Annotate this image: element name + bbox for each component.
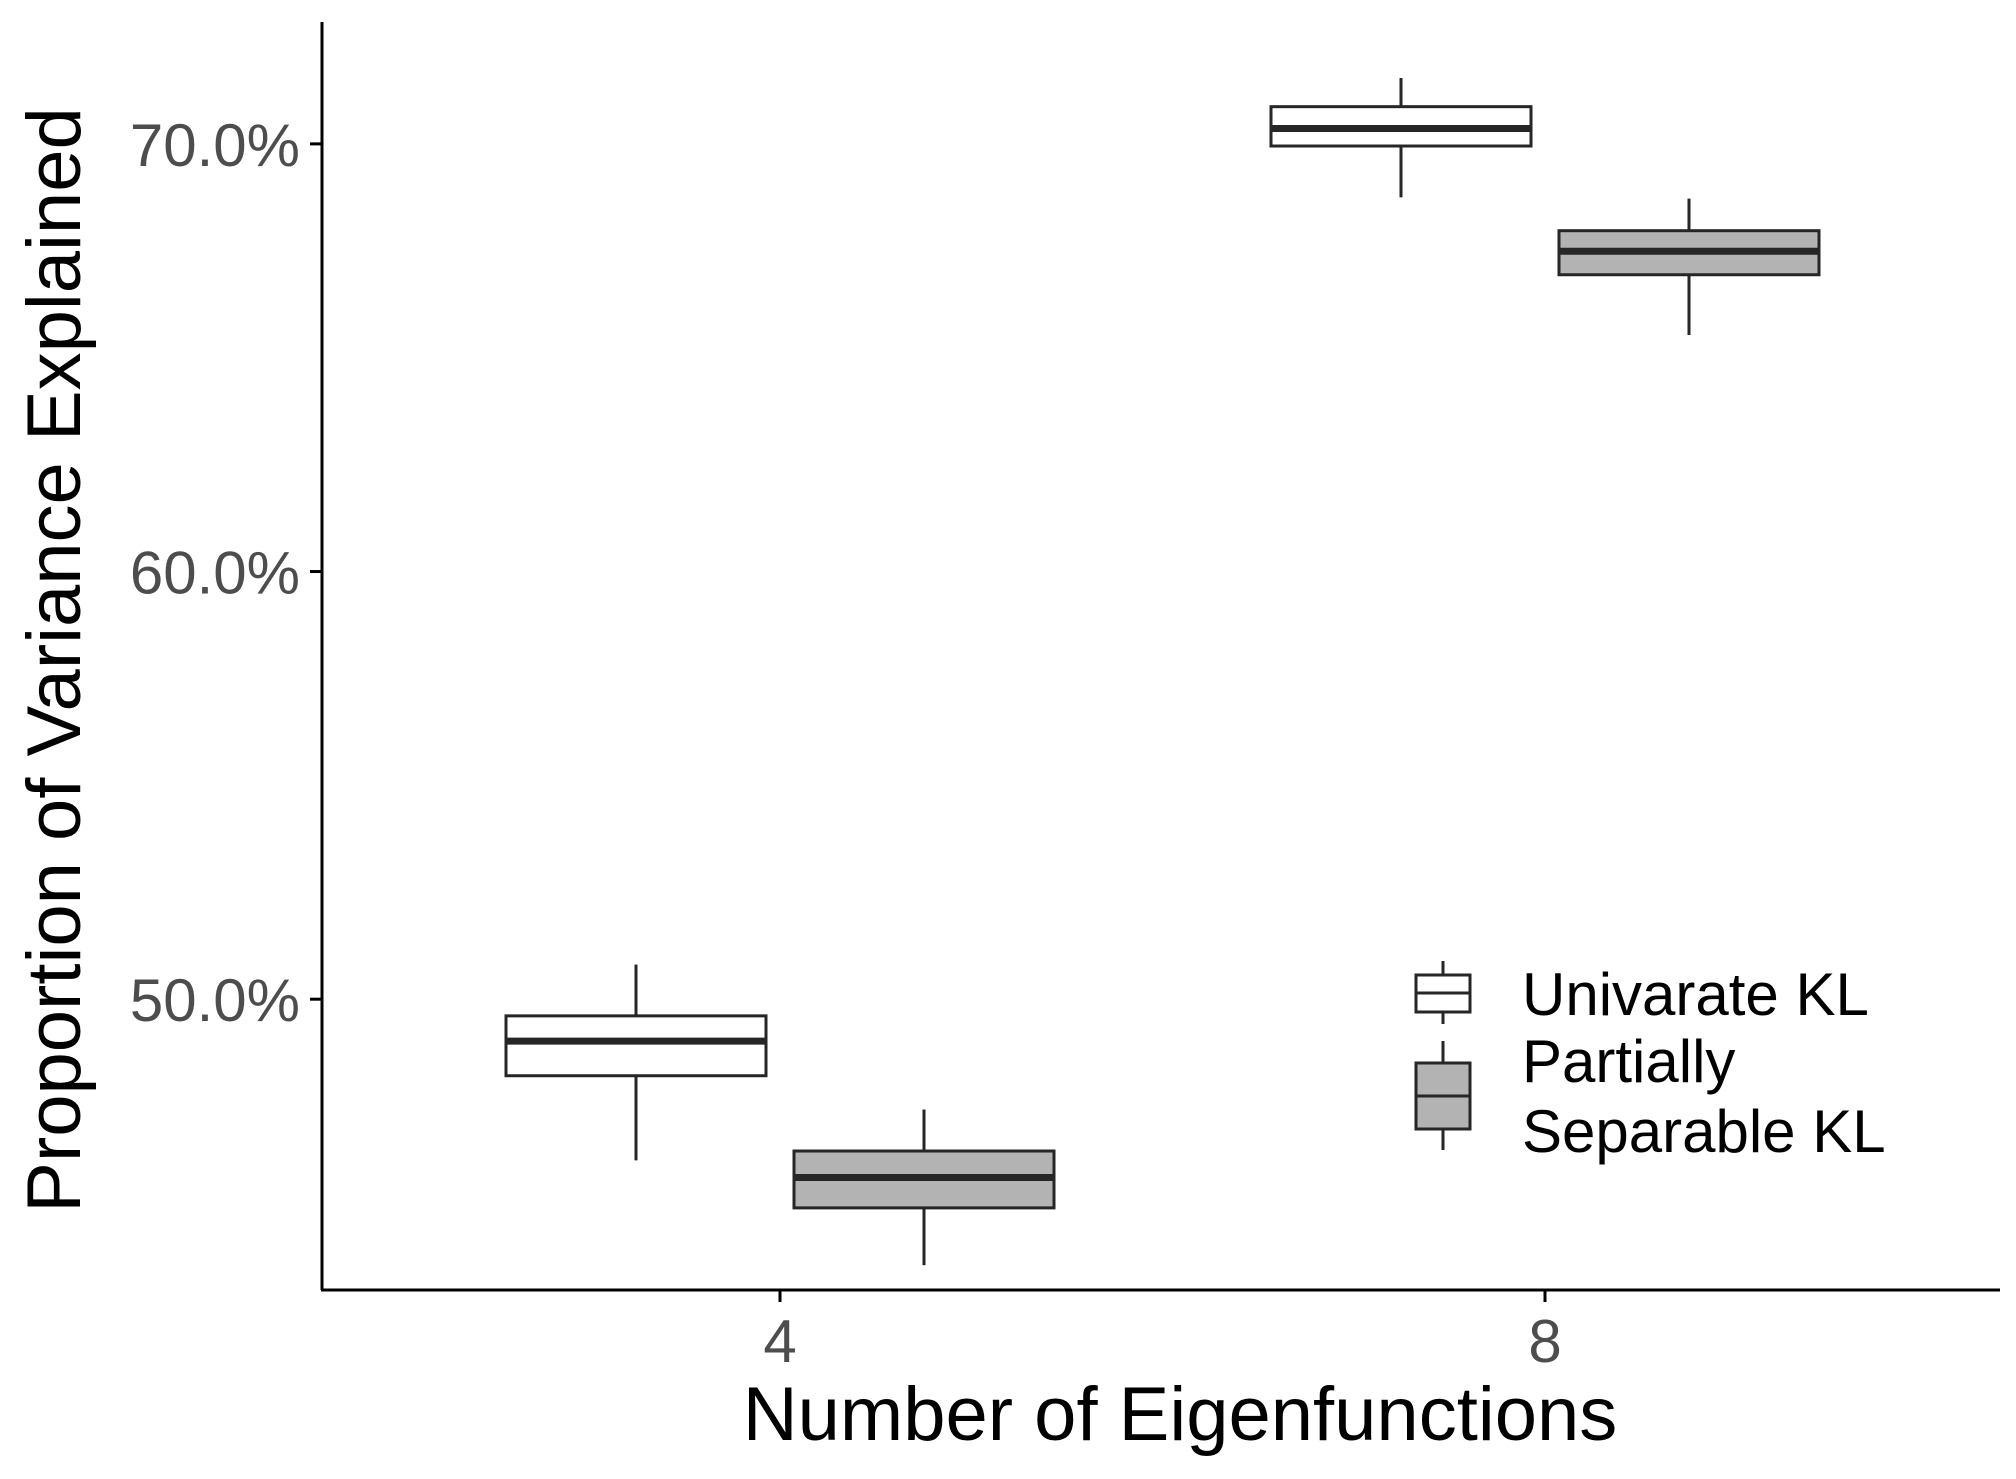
y-axis: 50.0% 60.0% 70.0%	[130, 22, 324, 1290]
y-tick-label: 70.0%	[130, 112, 300, 179]
legend-item: Univarate KL	[1414, 961, 1869, 1028]
legend-key	[1414, 1041, 1472, 1150]
boxplot-partially-separable-4	[792, 1109, 1056, 1266]
boxplot-univariate-8	[1269, 78, 1533, 198]
y-axis-title: Proportion of Variance Explained	[12, 107, 97, 1213]
x-axis-title: Number of Eigenfunctions	[743, 1372, 1617, 1457]
x-tick-label: 8	[1528, 1308, 1561, 1375]
y-tick-label: 50.0%	[130, 967, 300, 1034]
y-tick-label: 60.0%	[130, 540, 300, 607]
boxplots	[504, 78, 1821, 1266]
box-iqr	[504, 1014, 768, 1078]
boxplot-univariate-4	[504, 964, 768, 1161]
x-tick-label: 4	[763, 1308, 796, 1375]
legend-label: Separable KL	[1522, 1098, 1886, 1165]
legend-key	[1414, 961, 1472, 1024]
legend-label: Partially	[1522, 1028, 1735, 1095]
boxplot-partially-separable-8	[1557, 198, 1821, 336]
legend-label: Univarate KL	[1522, 961, 1869, 1028]
